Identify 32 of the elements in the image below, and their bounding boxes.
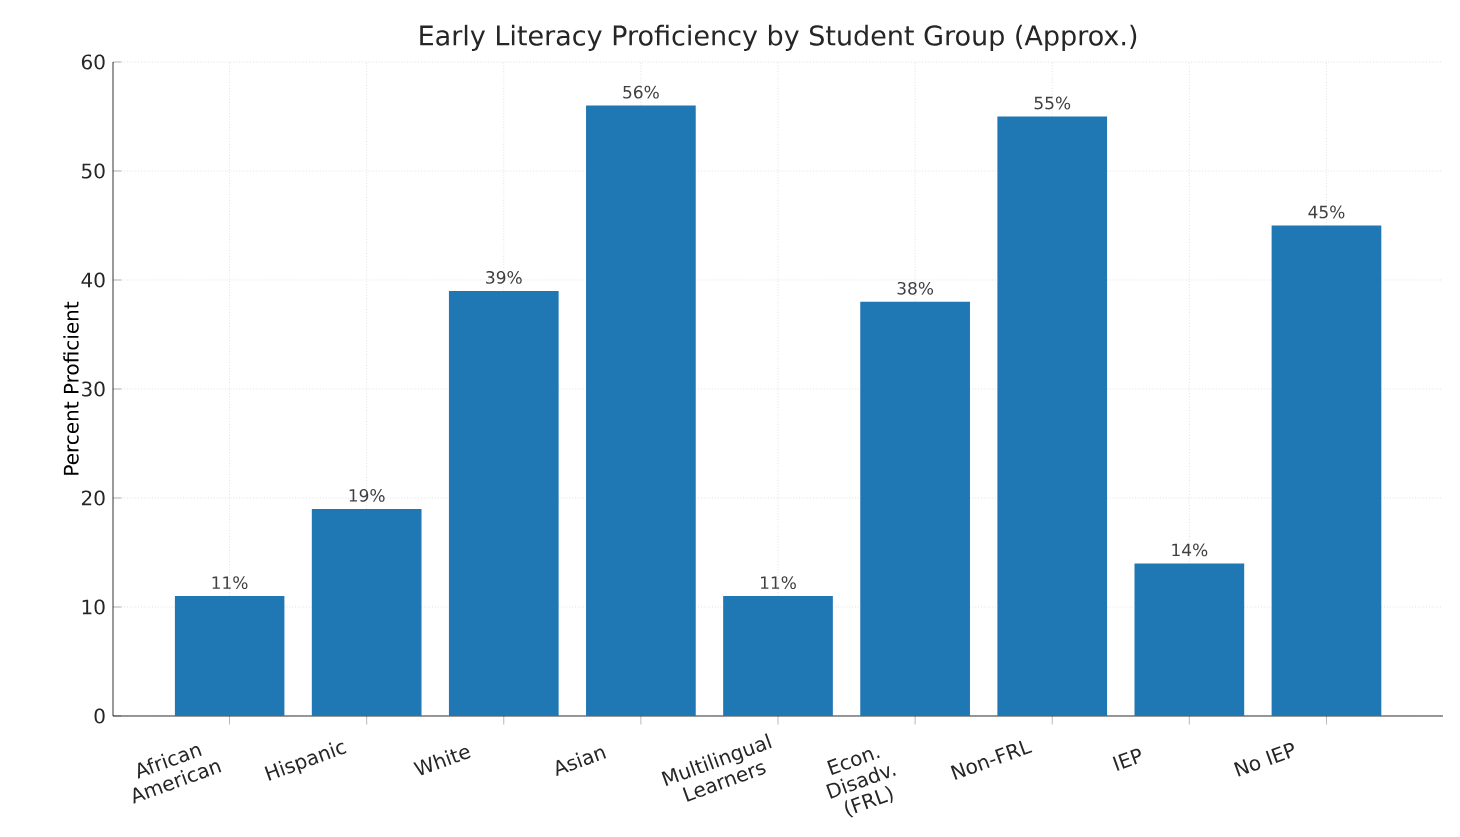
x-tick-label: IEP: [1112, 748, 1141, 771]
data-label: 14%: [1172, 543, 1208, 557]
data-label: 11%: [212, 576, 248, 590]
bar: [1134, 563, 1245, 716]
y-tick-label: 10: [82, 599, 105, 615]
data-label: 45%: [1308, 205, 1345, 219]
data-label: 38%: [897, 281, 934, 295]
x-tick-label: Asian: [556, 748, 607, 777]
bar: [448, 290, 559, 716]
bar: [311, 508, 422, 716]
y-tick-label: 40: [81, 272, 105, 288]
bar: [174, 596, 285, 716]
y-axis-title: Percent Proficient: [63, 301, 79, 475]
chart-title: Early Literacy Proficiency by Student Group (Approx.): [420, 24, 1137, 51]
x-tick-label: White: [413, 748, 471, 776]
bar: [997, 116, 1108, 716]
x-tick-label: No IEP: [1233, 742, 1294, 777]
bar: [586, 105, 696, 716]
data-label: 55%: [1034, 96, 1071, 110]
y-tick-label: 20: [81, 490, 105, 506]
y-tick-label: 30: [82, 381, 105, 397]
x-tick-label: Econ. Disadv. (FRL): [826, 750, 896, 818]
y-tick-label: 50: [82, 163, 105, 179]
bar: [723, 596, 833, 716]
bar: [860, 301, 970, 716]
y-tick-label: 60: [81, 54, 105, 70]
data-label: 39%: [486, 270, 522, 284]
data-label: 11%: [761, 576, 796, 590]
bar: [1271, 225, 1382, 716]
data-label: 19%: [349, 488, 385, 502]
y-tick-label: 0: [94, 708, 105, 724]
data-label: 56%: [623, 85, 659, 99]
